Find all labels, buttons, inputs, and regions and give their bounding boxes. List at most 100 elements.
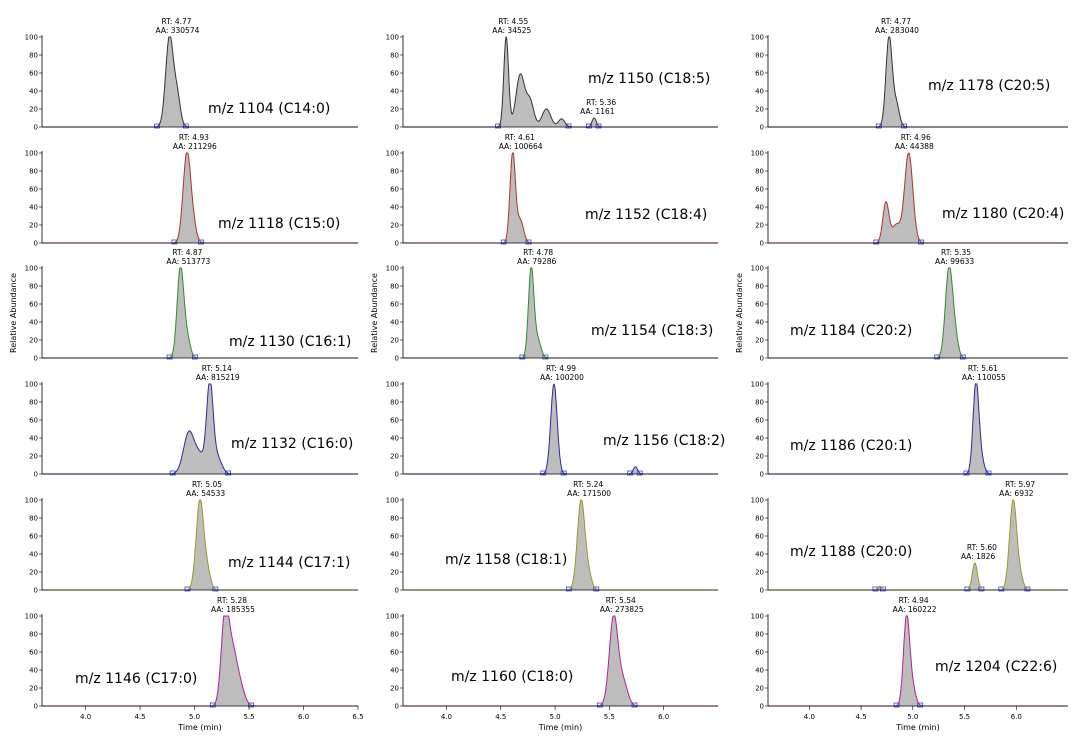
- y-tick-label: 20: [29, 222, 38, 230]
- y-axis-title: Relative Abundance: [370, 273, 379, 353]
- x-tick-label: 6.5: [352, 713, 363, 721]
- compound-label: m/z 1180 (C20:4): [942, 206, 1064, 222]
- y-tick-label: 100: [25, 34, 38, 42]
- y-tick-label: 100: [25, 613, 38, 621]
- integration-marker: [636, 470, 643, 476]
- y-tick-label: 100: [386, 150, 399, 158]
- y-tick-label: 100: [751, 497, 764, 505]
- peak-area-label: AA: 34525: [492, 26, 531, 35]
- y-tick-label: 0: [34, 703, 38, 711]
- peak-area: [504, 153, 529, 243]
- y-tick-label: 20: [755, 106, 764, 114]
- y-tick-label: 40: [29, 667, 38, 675]
- y-tick-label: 80: [755, 52, 764, 60]
- x-tick-label: 4.5: [495, 713, 506, 721]
- y-tick-label: 0: [760, 240, 764, 248]
- peak-area-label: AA: 99633: [935, 257, 974, 266]
- x-tick-label: 5.0: [907, 713, 918, 721]
- peak-area-label: AA: 1161: [580, 107, 615, 116]
- y-tick-label: 80: [390, 631, 399, 639]
- y-tick-label: 80: [29, 283, 38, 291]
- compound-label: m/z 1178 (C20:5): [928, 78, 1050, 94]
- integration-marker: [519, 354, 526, 360]
- x-tick-label: 5.0: [549, 713, 560, 721]
- integration-marker: [872, 586, 879, 592]
- peak-area: [174, 153, 202, 243]
- peak-area: [213, 616, 252, 706]
- peak-area-label: AA: 6932: [999, 489, 1034, 498]
- y-tick-label: 20: [390, 453, 399, 461]
- peak-area: [569, 500, 597, 590]
- y-axis-title: Relative Abundance: [9, 273, 18, 353]
- peak-rt-label: RT: 4.99: [546, 364, 576, 373]
- peak-area-label: AA: 185355: [211, 605, 255, 614]
- y-tick-label: 60: [390, 649, 399, 657]
- y-tick-label: 80: [29, 168, 38, 176]
- y-tick-label: 40: [755, 435, 764, 443]
- peak-area-label: AA: 100664: [499, 142, 543, 151]
- x-tick-label: 4.5: [856, 713, 867, 721]
- y-tick-label: 100: [25, 381, 38, 389]
- compound-label: m/z 1184 (C20:2): [790, 323, 912, 339]
- peak-area: [967, 563, 982, 590]
- integration-marker: [525, 239, 532, 245]
- peak-area-label: AA: 100200: [540, 373, 584, 382]
- y-tick-label: 80: [390, 52, 399, 60]
- y-tick-label: 100: [386, 34, 399, 42]
- integration-marker: [595, 123, 602, 129]
- trace-line: [768, 267, 1068, 359]
- integration-marker: [880, 586, 886, 592]
- peak-area-label: AA: 815219: [196, 373, 240, 382]
- peak-area-label: AA: 160222: [893, 605, 937, 614]
- trace-line: [768, 152, 1068, 244]
- y-tick-label: 100: [386, 265, 399, 273]
- peak-rt-label: RT: 4.78: [523, 248, 553, 257]
- compound-label: m/z 1118 (C15:0): [218, 216, 340, 232]
- integration-marker: [893, 702, 900, 708]
- y-tick-label: 20: [390, 569, 399, 577]
- y-tick-label: 60: [29, 186, 38, 194]
- peak-area: [897, 616, 921, 706]
- trace-line: [403, 615, 718, 707]
- integration-marker: [542, 354, 549, 360]
- integration-marker: [873, 239, 880, 245]
- compound-label: m/z 1188 (C20:0): [790, 544, 912, 560]
- y-tick-label: 0: [395, 240, 399, 248]
- trace-line: [42, 615, 358, 707]
- y-tick-label: 40: [29, 204, 38, 212]
- peak-area: [173, 384, 229, 474]
- y-tick-label: 20: [755, 685, 764, 693]
- y-tick-label: 60: [755, 70, 764, 78]
- y-tick-label: 20: [755, 337, 764, 345]
- integration-marker: [500, 239, 507, 245]
- y-tick-label: 40: [390, 551, 399, 559]
- x-tick-label: 6.0: [298, 713, 309, 721]
- peak-area: [498, 37, 569, 127]
- peak-rt-label: RT: 5.61: [968, 364, 998, 373]
- integration-marker: [1024, 586, 1031, 592]
- y-tick-label: 80: [755, 168, 764, 176]
- trace-line: [768, 383, 1068, 475]
- peak-area: [1001, 500, 1028, 590]
- y-tick-label: 40: [755, 204, 764, 212]
- peak-rt-label: RT: 4.77: [161, 17, 191, 26]
- peak-area: [157, 37, 187, 127]
- integration-marker: [566, 586, 572, 592]
- peak-area: [630, 466, 641, 474]
- peak-rt-label: RT: 4.93: [179, 133, 209, 142]
- integration-marker: [964, 586, 971, 592]
- peak-area-label: AA: 513773: [166, 257, 210, 266]
- peak-rt-label: RT: 4.77: [881, 17, 911, 26]
